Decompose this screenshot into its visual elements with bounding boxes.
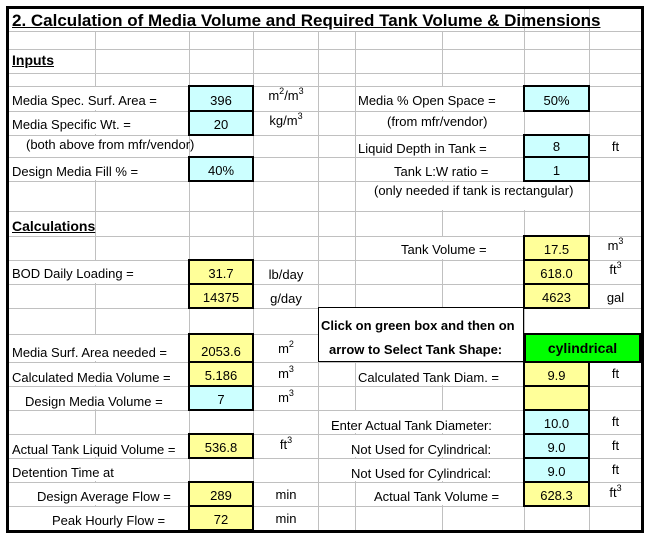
page-title: 2. Calculation of Media Volume and Requi… (12, 11, 601, 30)
bod-daily-loading-label: BOD Daily Loading = (12, 266, 134, 281)
not-used-2-unit: ft (611, 462, 620, 477)
not-used-2-label: Not Used for Cylindrical: (351, 466, 492, 481)
liquid-depth-unit: ft (611, 139, 620, 154)
mfr-vendor-note: (both above from mfr/vendor) (26, 137, 195, 152)
not-used-1-unit: ft (611, 438, 620, 453)
actual-tank-liquid-volume-label: Actual Tank Liquid Volume = (12, 442, 176, 457)
bod-lb-value: 31.7 (188, 259, 254, 285)
media-spec-surf-area-label: Media Spec. Surf. Area = (12, 93, 157, 108)
grid-row-line (9, 458, 641, 459)
calculated-tank-diam-label: Calculated Tank Diam. = (358, 370, 500, 385)
media-surf-area-needed-label: Media Surf. Area needed = (12, 345, 168, 360)
grid-row-line (9, 236, 641, 237)
grid-row-line (9, 181, 641, 182)
calculated-tank-diam-unit: ft (611, 366, 620, 381)
grid-col-line (442, 31, 443, 530)
media-specific-wt-unit: kg/m3 (269, 111, 303, 128)
bod-g-value: 14375 (188, 283, 254, 309)
not-used-1-label: Not Used for Cylindrical: (351, 442, 492, 457)
grid-row-line (9, 434, 641, 435)
bod-g-unit: g/day (270, 291, 302, 306)
grid-row-line (9, 386, 641, 387)
actual-tank-volume-label: Actual Tank Volume = (374, 489, 500, 504)
not-used-2-input[interactable]: 9.0 (523, 457, 590, 483)
calculated-tank-diam-value: 9.9 (523, 361, 590, 387)
grid-row-line (9, 157, 641, 158)
actual-tank-diameter-unit: ft (611, 414, 620, 429)
tank-shape-select[interactable]: cylindrical (524, 333, 641, 363)
grid-row-line (9, 86, 641, 87)
detention-time-label: Detention Time at (12, 465, 114, 480)
grid-row-line (9, 49, 641, 50)
open-space-note: (from mfr/vendor) (387, 114, 488, 129)
tank-shape-prompt-line2: arrow to Select Tank Shape: (329, 342, 503, 357)
tank-volume-m3-unit: m3 (607, 236, 624, 253)
calculated-media-volume-unit: m3 (278, 364, 294, 381)
media-surf-area-needed-value: 2053.6 (188, 333, 254, 363)
bod-lb-unit: lb/day (268, 267, 304, 282)
rectangular-note: (only needed if tank is rectangular) (374, 183, 574, 198)
tank-shape-prompt-box (318, 307, 524, 362)
inputs-heading: Inputs (12, 52, 54, 68)
design-media-volume-input[interactable]: 7 (188, 385, 254, 411)
tank-shape-prompt-line1: Click on green box and then on (321, 318, 515, 333)
design-average-flow-value: 289 (188, 481, 254, 507)
grid-col-line (355, 31, 356, 530)
sheet-border (6, 6, 644, 533)
media-specific-wt-label: Media Specific Wt. = (12, 117, 131, 132)
grid-row-line (9, 111, 641, 112)
media-specific-wt-input[interactable]: 20 (188, 110, 254, 136)
design-average-flow-unit: min (275, 487, 297, 502)
tank-volume-ft3-value: 618.0 (523, 259, 590, 285)
tank-volume-m3-value: 17.5 (523, 235, 590, 261)
tank-volume-label: Tank Volume = (401, 242, 487, 257)
grid-row-line (9, 506, 641, 507)
grid-row-line (9, 211, 641, 212)
grid-row-line (9, 284, 641, 285)
actual-tank-liquid-volume-unit: ft3 (279, 435, 293, 452)
grid-row-line (9, 410, 641, 411)
actual-tank-diameter-label: Enter Actual Tank Diameter: (331, 418, 492, 433)
actual-tank-diameter-input[interactable]: 10.0 (523, 409, 590, 435)
grid-row-line (9, 482, 641, 483)
media-surf-area-needed-unit: m2 (278, 339, 294, 356)
peak-hourly-flow-value: 72 (188, 505, 254, 531)
actual-tank-volume-value: 628.3 (523, 481, 590, 507)
design-media-fill-label: Design Media Fill % = (12, 164, 139, 179)
tank-lw-ratio-label: Tank L:W ratio = (394, 164, 489, 179)
not-used-1-input[interactable]: 9.0 (523, 433, 590, 459)
media-open-space-input[interactable]: 50% (523, 85, 590, 112)
calculated-media-volume-value: 5.186 (188, 361, 254, 387)
grid-row-line (9, 135, 641, 136)
tank-volume-gal-unit: gal (606, 290, 625, 305)
design-average-flow-label: Design Average Flow = (37, 489, 171, 504)
calculations-heading: Calculations (12, 218, 96, 234)
grid-row-line (9, 31, 641, 32)
media-open-space-label: Media % Open Space = (358, 93, 496, 108)
peak-hourly-flow-unit: min (275, 511, 297, 526)
design-media-fill-input[interactable]: 40% (188, 156, 254, 182)
grid-row-line (9, 260, 641, 261)
tank-lw-ratio-input[interactable]: 1 (523, 156, 590, 182)
grid-row-line (9, 73, 641, 74)
blank-calc-cell (523, 385, 590, 411)
design-media-volume-unit: m3 (278, 388, 294, 405)
actual-tank-volume-unit: ft3 (609, 483, 622, 500)
design-media-volume-label: Design Media Volume = (25, 394, 163, 409)
tank-volume-ft3-unit: ft3 (609, 260, 622, 277)
media-spec-surf-area-input[interactable]: 396 (188, 85, 254, 112)
grid-row-line (9, 362, 641, 363)
media-spec-surf-area-unit: m2/m3 (268, 86, 304, 103)
liquid-depth-label: Liquid Depth in Tank = (358, 141, 487, 156)
calculated-media-volume-label: Calculated Media Volume = (12, 370, 171, 385)
actual-tank-liquid-volume-value: 536.8 (188, 433, 254, 459)
peak-hourly-flow-label: Peak Hourly Flow = (52, 513, 166, 528)
grid-col-line (318, 31, 319, 530)
tank-volume-gal-value: 4623 (523, 283, 590, 309)
liquid-depth-input[interactable]: 8 (523, 134, 590, 158)
